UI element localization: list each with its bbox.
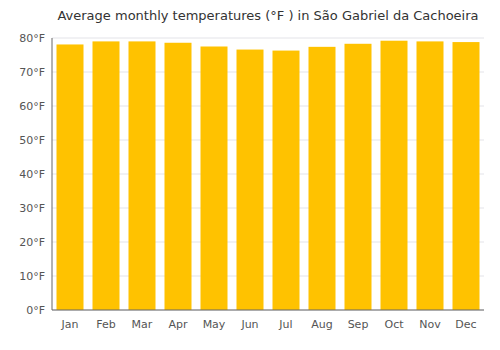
bar <box>201 47 228 311</box>
x-tick-label: Sep <box>348 318 369 331</box>
bar <box>57 44 84 310</box>
chart-container: Average monthly temperatures (°F ) in Sã… <box>0 0 500 350</box>
y-tick-label: 0°F <box>26 304 45 317</box>
x-tick-label: Nov <box>419 318 441 331</box>
x-tick-label: Apr <box>168 318 188 331</box>
y-grid <box>52 38 484 310</box>
x-tick-label: May <box>203 318 226 331</box>
x-tick-label: Jul <box>278 318 292 331</box>
y-tick-label: 20°F <box>19 236 45 249</box>
bar <box>453 42 480 310</box>
x-tick-label: Jun <box>240 318 258 331</box>
grid-line <box>52 310 484 311</box>
y-tick-label: 70°F <box>19 66 45 79</box>
bar <box>237 50 264 310</box>
grid-line <box>52 38 484 39</box>
y-tick-labels: 0°F 10°F 20°F 30°F 40°F 50°F 60°F 70°F 80°F <box>19 32 45 317</box>
x-axis-line <box>52 310 484 311</box>
bar <box>381 41 408 310</box>
page: {"chart_data": {"type": "bar", "title": … <box>0 0 500 350</box>
bar <box>93 41 120 310</box>
y-tick-label: 30°F <box>19 202 45 215</box>
bar <box>273 51 300 310</box>
bars <box>57 41 480 310</box>
bar <box>129 41 156 310</box>
x-tick-label: Oct <box>384 318 404 331</box>
x-tick-label: Aug <box>311 318 332 331</box>
chart-title: Average monthly temperatures (°F ) in Sã… <box>57 8 478 23</box>
x-tick-label: Mar <box>132 318 153 331</box>
bar <box>345 44 372 310</box>
chart-svg: Average monthly temperatures (°F ) in Sã… <box>0 0 500 350</box>
x-tick-labels: Jan Feb Mar Apr May Jun Jul Aug Sep Oct Nov Dec <box>61 318 477 331</box>
y-tick-label: 50°F <box>19 134 45 147</box>
y-tick-label: 10°F <box>19 270 45 283</box>
bar <box>417 41 444 310</box>
x-tick-label: Jan <box>61 318 79 331</box>
y-tick-label: 40°F <box>19 168 45 181</box>
x-tick-label: Dec <box>455 318 476 331</box>
y-tick-label: 80°F <box>19 32 45 45</box>
y-axis-line <box>52 38 53 310</box>
y-tick-label: 60°F <box>19 100 45 113</box>
bar <box>165 43 192 310</box>
bar <box>309 47 336 310</box>
x-tick-label: Feb <box>96 318 115 331</box>
